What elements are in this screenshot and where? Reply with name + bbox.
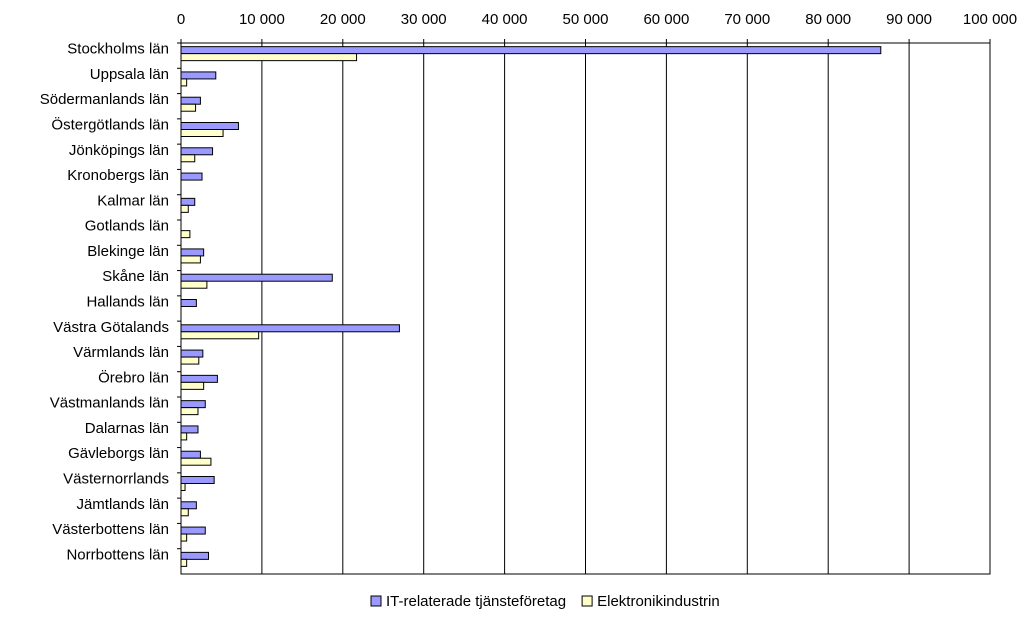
bar-it: [180, 197, 196, 206]
legend-swatch: [581, 595, 593, 607]
bar-elektronik: [180, 129, 224, 137]
bar-it: [180, 374, 218, 383]
bar-it: [180, 96, 201, 105]
bar-elektronik: [180, 255, 201, 264]
x-tick-label: 90 000: [886, 11, 932, 28]
bar-elektronik: [180, 331, 260, 340]
gridlines: [261, 43, 910, 574]
x-tick-label: 40 000: [482, 11, 528, 28]
bar-it: [180, 46, 882, 55]
category-label: Kalmar län: [97, 192, 169, 209]
bar-elektronik: [180, 204, 189, 213]
bar-it: [180, 450, 201, 459]
category-label: Östergötlands län: [51, 116, 169, 134]
bar-elektronik: [180, 356, 200, 365]
bar-elektronik: [180, 53, 358, 62]
bar-it: [180, 122, 239, 130]
category-label: Blekinge län: [87, 243, 169, 260]
bar-elektronik: [180, 533, 188, 542]
legend-swatch: [370, 595, 382, 607]
bar-elektronik: [180, 457, 212, 466]
category-label: Uppsala län: [90, 66, 169, 83]
x-tick-label: 100 000: [963, 11, 1017, 28]
bar-it: [180, 273, 333, 282]
x-axis-ticks: 0 10 000 20 000 30 000 40 000 50 000 60 000 70 …: [177, 11, 1017, 43]
x-tick-label: 80 000: [805, 11, 851, 28]
y-axis-categories: Stockholms län Uppsala län Södermanlands l…: [40, 41, 181, 563]
category-label: Kronobergs län: [67, 167, 169, 184]
x-tick-label: 60 000: [643, 11, 689, 28]
bar-it: [180, 349, 204, 358]
bar-it: [180, 248, 205, 257]
bar-elektronik: [180, 508, 189, 517]
bar-it: [180, 147, 214, 156]
category-label: Norrbottens län: [66, 546, 169, 563]
bar-it: [180, 71, 217, 80]
x-tick-label: 20 000: [320, 11, 366, 28]
bar-it: [180, 425, 199, 434]
category-label: Värmlands län: [73, 344, 169, 361]
bar-elektronik: [180, 280, 208, 289]
bar-elektronik: [180, 78, 188, 87]
legend-label: IT-relaterade tjänsteföretag: [386, 593, 566, 610]
category-label: Stockholms län: [67, 41, 169, 58]
bar-elektronik: [180, 483, 186, 491]
bar-it: [180, 551, 210, 560]
x-tick-label: 50 000: [563, 11, 609, 28]
bar-it: [180, 400, 206, 409]
bar-it: [180, 299, 197, 307]
legend-label: Elektronikindustrin: [597, 593, 720, 610]
bar-elektronik: [180, 230, 191, 239]
x-tick-label: 70 000: [724, 11, 770, 28]
category-label: Västmanlands län: [50, 395, 169, 412]
bar-it: [180, 501, 197, 510]
category-label: Västerbottens län: [52, 521, 169, 538]
category-label: Hallands län: [86, 294, 169, 311]
category-label: Gotlands län: [85, 218, 169, 235]
bar-it: [180, 526, 206, 535]
x-tick-label: 30 000: [401, 11, 447, 28]
x-tick-label: 0: [177, 11, 185, 28]
bar-elektronik: [180, 154, 196, 163]
bars: [180, 46, 882, 567]
category-label: Jönköpings län: [69, 142, 169, 159]
x-tick-label: 10 000: [239, 11, 285, 28]
bar-elektronik: [180, 432, 188, 441]
category-label: Örebro län: [98, 368, 169, 386]
bar-elektronik: [180, 407, 199, 416]
bar-it: [180, 172, 203, 181]
bar-elektronik: [180, 558, 188, 567]
bar-elektronik: [180, 381, 205, 390]
category-label: Skåne län: [102, 268, 169, 285]
category-label: Gävleborgs län: [68, 445, 169, 462]
category-label: Jämtlands län: [76, 496, 169, 513]
category-label: Västernorrlands: [63, 471, 169, 488]
bar-elektronik: [180, 103, 197, 112]
category-label: Södermanlands län: [40, 91, 169, 108]
bar-it: [180, 476, 215, 484]
bar-it: [180, 324, 400, 333]
legend: IT-relaterade tjänsteföretag Elektronikin…: [370, 593, 720, 610]
category-label: Västra Götalands: [53, 319, 169, 336]
category-label: Dalarnas län: [85, 420, 169, 437]
